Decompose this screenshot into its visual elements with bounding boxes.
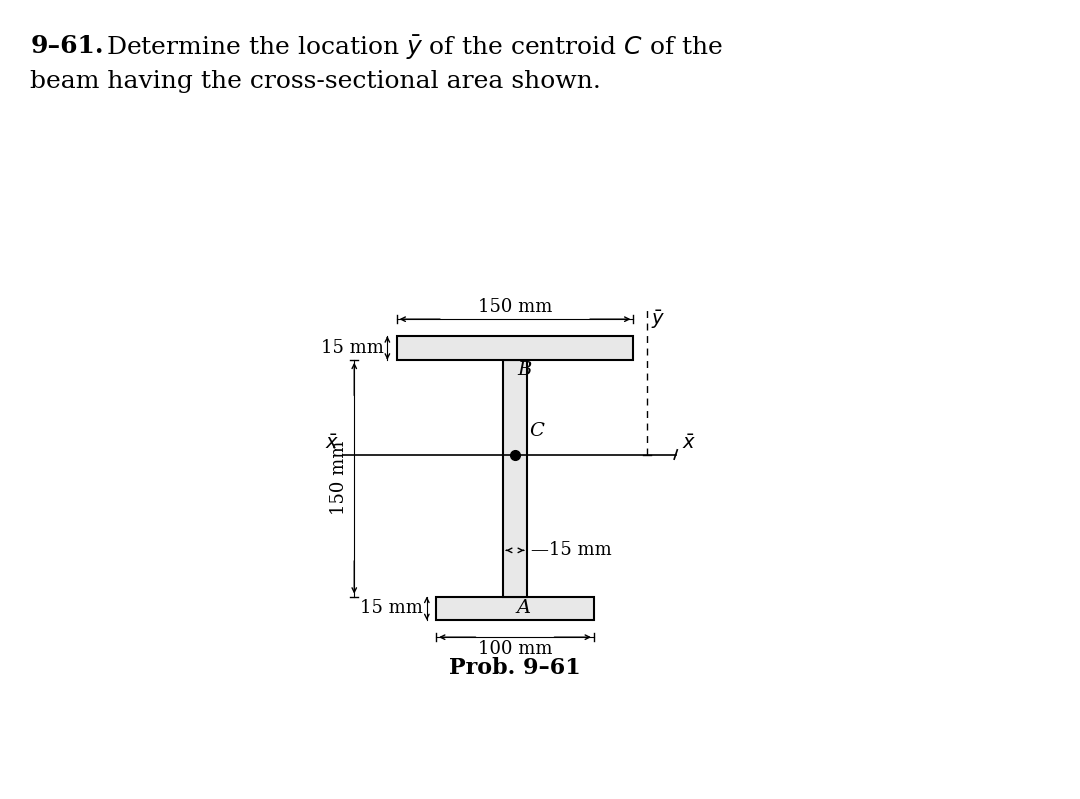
Text: $\bar{x}$: $\bar{x}$ (325, 434, 339, 453)
Bar (396, 336, 633, 360)
Text: —15 mm: —15 mm (530, 542, 611, 559)
Text: 100 mm: 100 mm (477, 640, 552, 658)
Text: 15 mm: 15 mm (360, 599, 423, 618)
Text: B: B (517, 361, 531, 380)
Text: C: C (529, 423, 543, 440)
Text: $\bar{x}$: $\bar{x}$ (681, 434, 697, 453)
Bar (503, 360, 527, 597)
Text: $\bar{y}$: $\bar{y}$ (651, 308, 665, 331)
Text: 150 mm: 150 mm (330, 441, 348, 515)
Text: 150 mm: 150 mm (477, 298, 552, 316)
Text: Prob. 9–61: Prob. 9–61 (449, 657, 581, 679)
Text: A: A (516, 599, 530, 618)
Text: 15 mm: 15 mm (321, 339, 383, 357)
Text: beam having the cross-sectional area shown.: beam having the cross-sectional area sho… (30, 70, 602, 93)
Text: Determine the location $\bar{y}$ of the centroid $C$ of the: Determine the location $\bar{y}$ of the … (106, 34, 724, 62)
Bar (436, 597, 594, 620)
Text: 9–61.: 9–61. (30, 34, 104, 58)
